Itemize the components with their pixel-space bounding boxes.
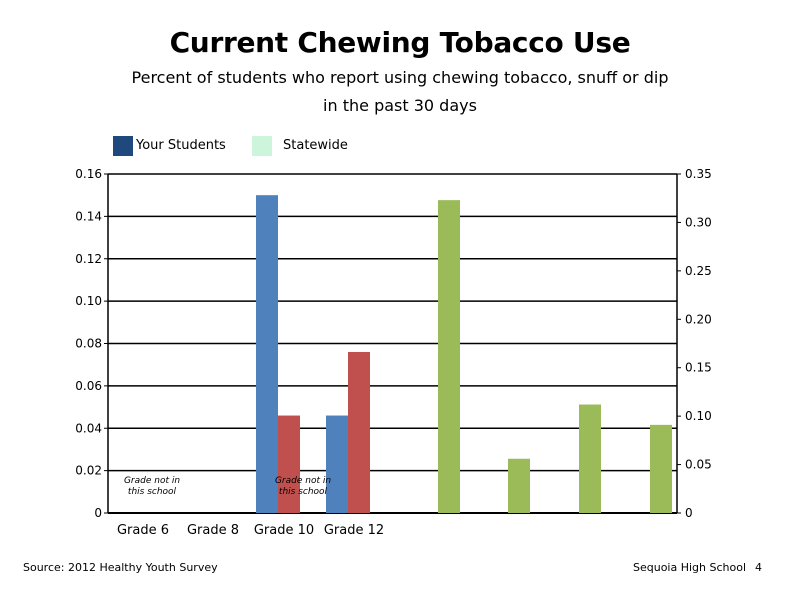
left-tick-label: 0.14: [75, 209, 102, 223]
left-tick-label: 0.16: [75, 167, 102, 181]
source-note: Source: 2012 Healthy Youth Survey: [23, 561, 218, 574]
legend-swatch-statewide: [252, 136, 272, 156]
subtitle-line-2: in the past 30 days: [323, 96, 477, 115]
statewide-bar: [438, 200, 460, 513]
category-label: Grade 8: [187, 523, 239, 538]
left-tick-label: 0.02: [75, 464, 102, 478]
left-tick-label: 0.04: [75, 421, 102, 435]
legend-label-statewide: Statewide: [283, 138, 348, 153]
category-label: Grade 6: [117, 523, 169, 538]
right-tick-label: 0.15: [685, 361, 712, 375]
school-name: Sequoia High School: [633, 561, 747, 574]
bar: [326, 415, 348, 513]
right-tick-label: 0.20: [685, 312, 712, 326]
right-tick-label: 0.05: [685, 458, 712, 472]
right-tick-label: 0.30: [685, 215, 712, 229]
legend-label-your-students: Your Students: [136, 138, 226, 153]
left-tick-label: 0: [94, 506, 102, 520]
right-tick-label: 0.10: [685, 409, 712, 423]
annotation-line-1: Grade not in: [124, 476, 180, 486]
annotation-line-2: this school: [279, 487, 328, 497]
page-number: 4: [755, 561, 762, 574]
right-tick-label: 0: [685, 506, 693, 520]
bar: [256, 195, 278, 513]
category-label: Grade 12: [324, 523, 384, 538]
statewide-bar: [650, 424, 672, 513]
legend-swatch-your-students: [113, 136, 133, 156]
bar: [278, 415, 300, 513]
annotation-line-1: Grade not in: [275, 476, 331, 486]
right-tick-label: 0.25: [685, 264, 712, 278]
statewide-bar: [508, 458, 530, 513]
chart-title: Current Chewing Tobacco Use: [169, 26, 631, 59]
chart-subtitle: Percent of students who report using che…: [100, 64, 700, 120]
left-tick-label: 0.08: [75, 337, 102, 351]
category-label: Grade 10: [254, 523, 314, 538]
annotation-line-2: this school: [128, 487, 177, 497]
bar: [348, 351, 370, 513]
statewide-bar: [579, 404, 601, 513]
left-tick-label: 0.10: [75, 294, 102, 308]
right-tick-label: 0.35: [685, 167, 712, 181]
left-tick-label: 0.06: [75, 379, 102, 393]
subtitle-line-1: Percent of students who report using che…: [131, 68, 669, 87]
left-tick-label: 0.12: [75, 252, 102, 266]
